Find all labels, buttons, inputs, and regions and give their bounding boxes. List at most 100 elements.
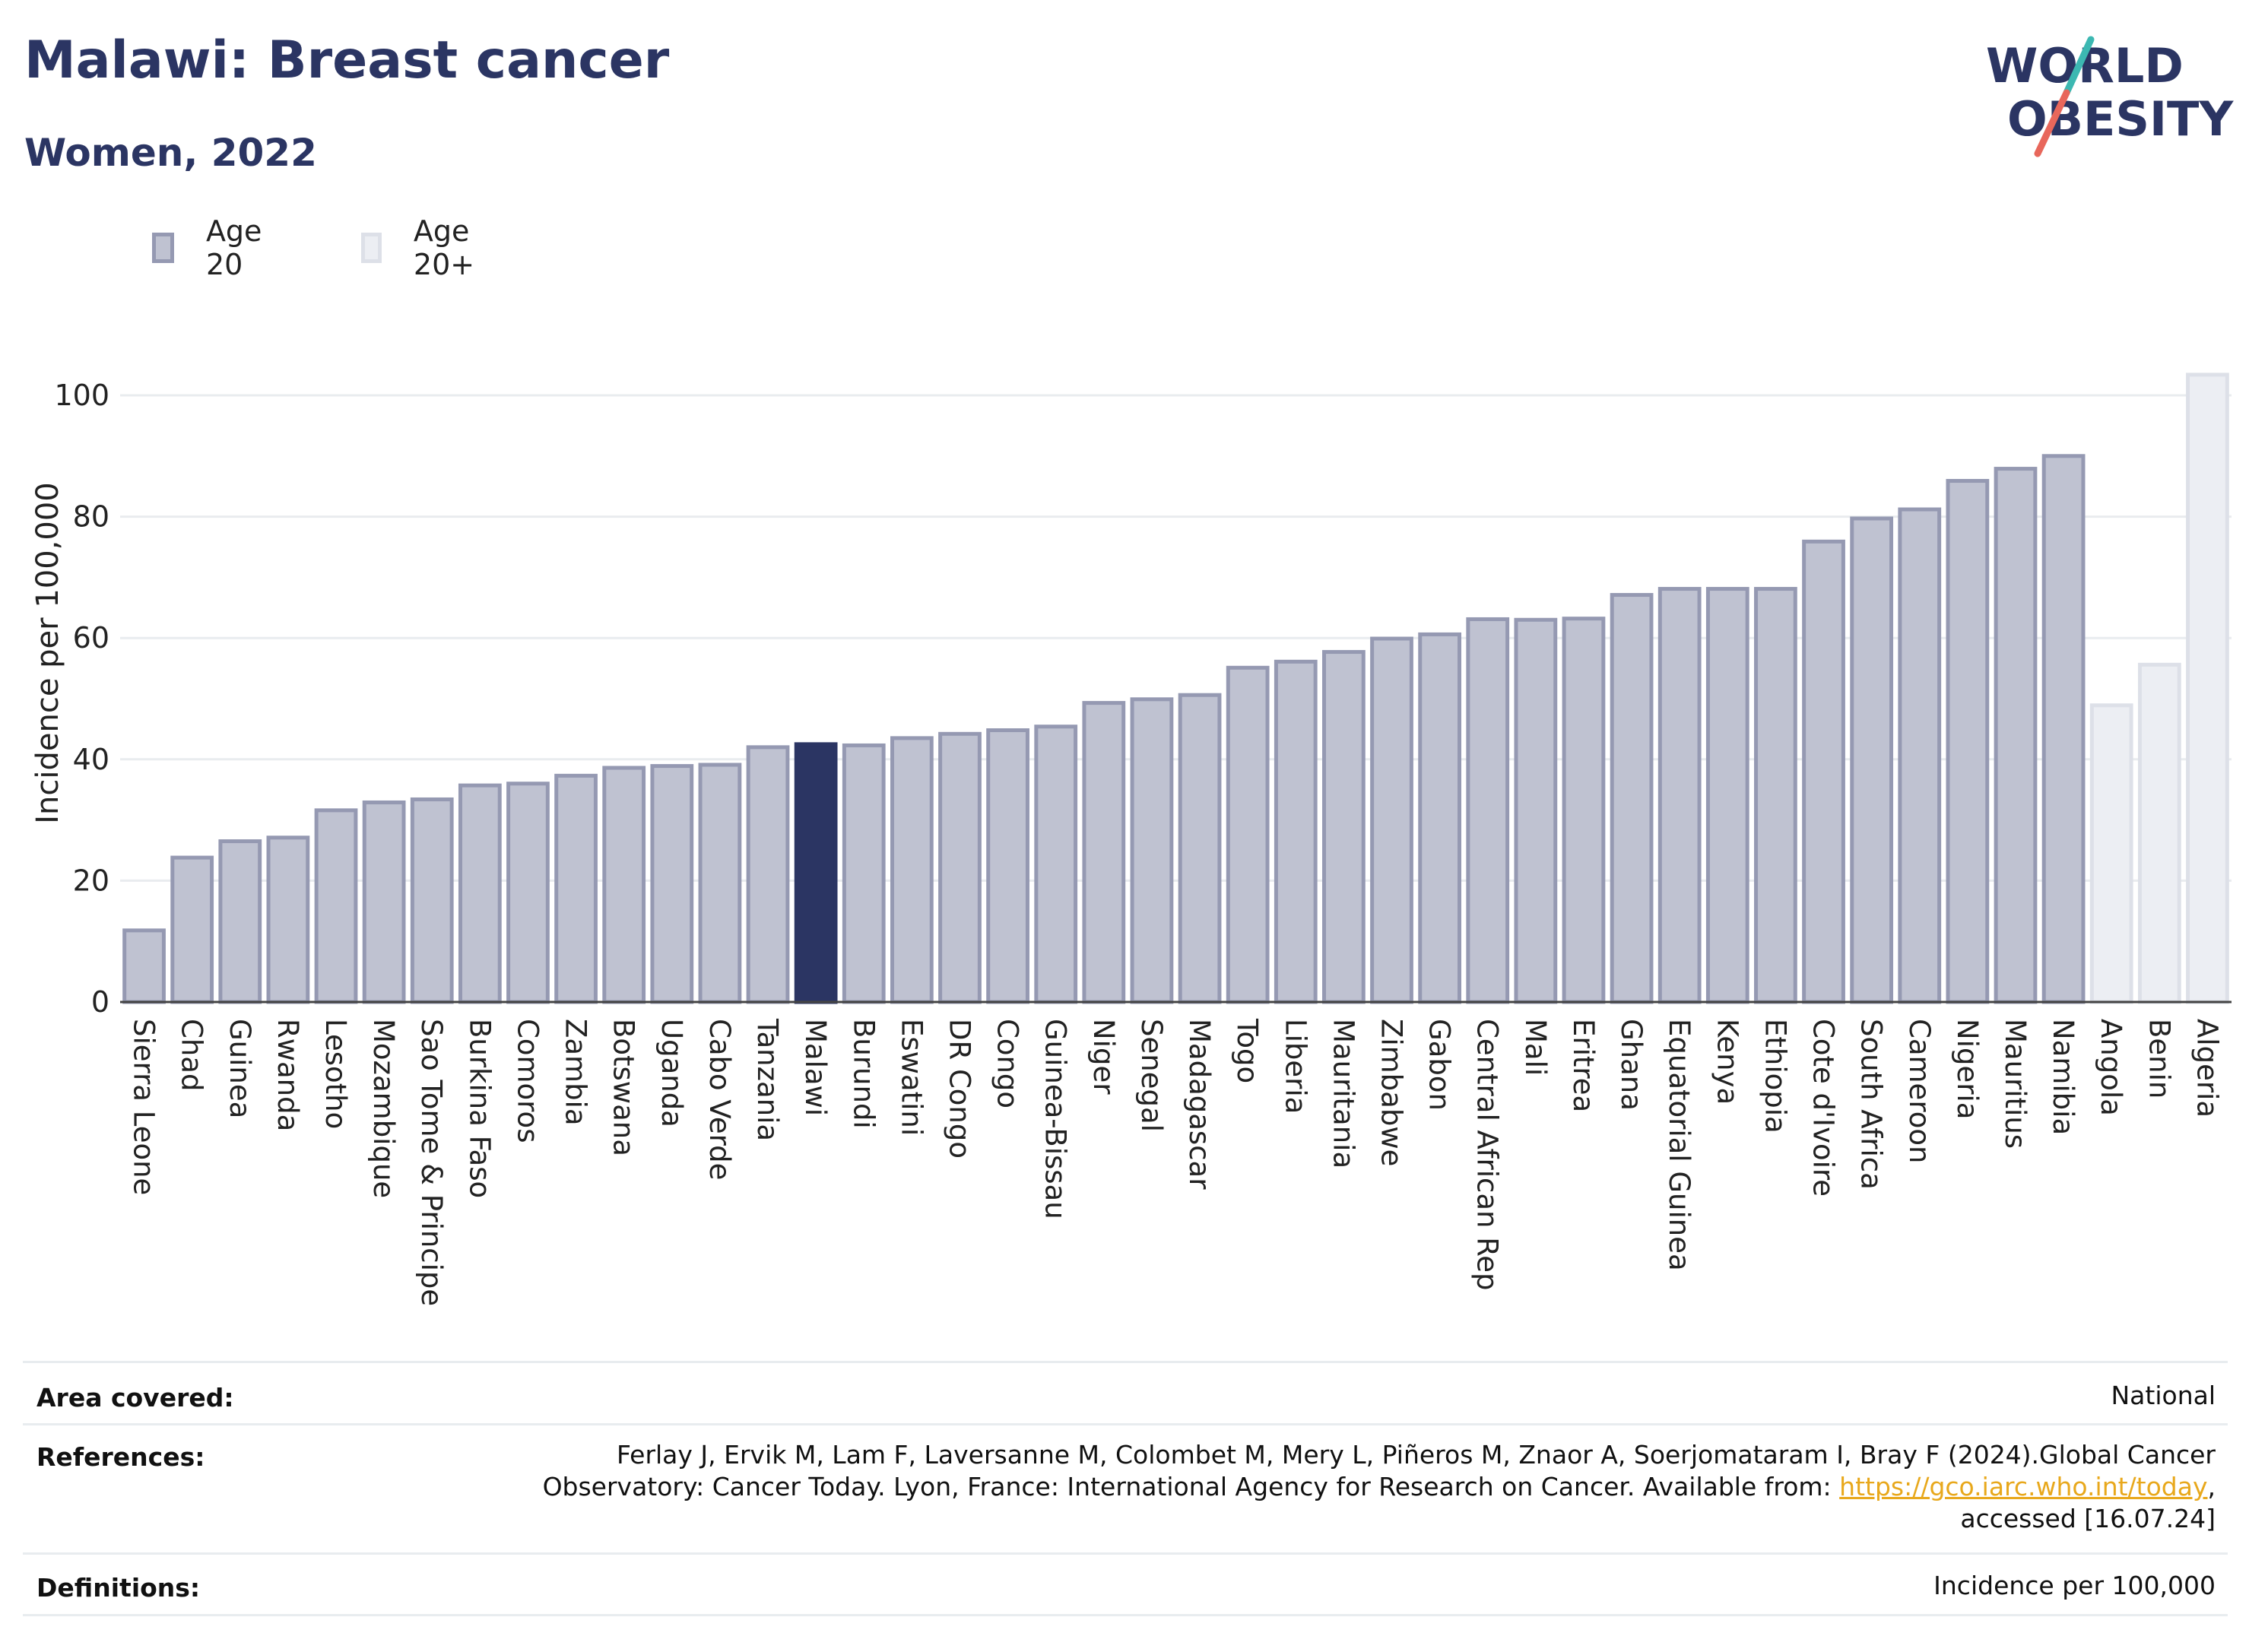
x-tick-label: Cabo Verde <box>703 1019 736 1180</box>
bar <box>2137 662 2181 1004</box>
page-subtitle: Women, 2022 <box>24 131 317 175</box>
references-line-3: accessed [16.07.24] <box>1960 1504 2216 1533</box>
bar <box>122 928 166 1004</box>
bar <box>602 766 646 1004</box>
bar <box>1130 697 1174 1004</box>
x-tick-label: Namibia <box>2047 1019 2079 1135</box>
x-tick-label: Gabon <box>1423 1019 1456 1111</box>
bar <box>2186 373 2229 1004</box>
bar <box>746 745 790 1004</box>
x-tick-label: Rwanda <box>271 1019 304 1131</box>
bar <box>1898 507 1942 1004</box>
x-tick-label: Chad <box>176 1019 208 1091</box>
references-line-1: Ferlay J, Ervik M, Lam F, Laversanne M, … <box>616 1440 2216 1470</box>
bar <box>410 797 454 1004</box>
bar <box>1946 479 1990 1004</box>
bar <box>362 800 406 1004</box>
x-tick-label: Central African Rep <box>1471 1019 1504 1291</box>
y-tick-label: 80 <box>73 500 109 534</box>
bar <box>506 782 550 1004</box>
references-line-2-end: , <box>2207 1472 2216 1501</box>
x-tick-label: Ethiopia <box>1759 1019 1791 1134</box>
logo-slash-teal <box>2063 36 2095 97</box>
y-tick-label: 100 <box>54 379 109 412</box>
x-tick-label: Uganda <box>655 1019 688 1127</box>
page-title: Malawi: Breast cancer <box>24 30 670 90</box>
x-tick-label: Congo <box>991 1019 1024 1108</box>
bar <box>698 763 742 1004</box>
area-covered-label: Area covered: <box>36 1383 234 1413</box>
x-tick-label: Senegal <box>1135 1019 1168 1132</box>
x-tick-label: South Africa <box>1855 1019 1888 1190</box>
bar <box>2041 454 2086 1004</box>
x-tick-label: Togo <box>1231 1018 1264 1083</box>
x-tick-label: Tanzania <box>751 1018 784 1141</box>
x-tick-label: Zambia <box>560 1019 592 1126</box>
x-tick-label: Botswana <box>607 1019 640 1156</box>
legend-label-age-20: Age 20 <box>205 214 262 281</box>
x-tick-label: Guinea <box>224 1019 256 1118</box>
bar <box>1034 725 1078 1004</box>
world-obesity-logo: WORLD OBESITY <box>1986 36 2234 157</box>
x-tick-label: Lesotho <box>319 1019 352 1129</box>
references-line-2-text: Observatory: Cancer Today. Lyon, France:… <box>542 1472 1840 1501</box>
bar <box>1322 650 1366 1004</box>
bar <box>1274 659 1318 1004</box>
area-covered-value: National <box>2111 1381 2216 1410</box>
bar <box>218 839 262 1004</box>
x-tick-label: Cameroon <box>1903 1019 1936 1163</box>
x-tick-label: Liberia <box>1279 1019 1312 1114</box>
x-tick-label: Eritrea <box>1567 1019 1600 1112</box>
x-tick-label: Guinea-Bissau <box>1039 1019 1072 1219</box>
bar <box>1754 587 1797 1004</box>
bar <box>314 808 358 1004</box>
references-line-2: Observatory: Cancer Today. Lyon, France:… <box>315 1471 2216 1503</box>
logo-slash-coral <box>2034 89 2070 157</box>
x-tick-label: Comoros <box>511 1019 544 1143</box>
bar <box>1226 665 1270 1004</box>
x-tick-label: Equatorial Guinea <box>1663 1019 1695 1271</box>
x-tick-label: Algeria <box>2190 1019 2223 1118</box>
x-tick-label: Nigeria <box>1951 1019 1984 1119</box>
x-tick-label: Kenya <box>1711 1019 1743 1105</box>
x-tick-label: Ghana <box>1615 1019 1648 1111</box>
bar <box>554 773 598 1004</box>
footer-row-definitions: Definitions: Incidence per 100,000 <box>23 1552 2228 1616</box>
footer-row-references: References: Ferlay J, Ervik M, Lam F, La… <box>23 1423 2228 1552</box>
bar <box>1418 632 1462 1004</box>
references-text: Ferlay J, Ervik M, Lam F, Laversanne M, … <box>315 1439 2216 1535</box>
y-axis-label: Incidence per 100,000 <box>30 482 65 824</box>
bar <box>1370 636 1413 1004</box>
bar <box>1705 587 1749 1004</box>
legend-swatch-age-20-plus <box>361 233 382 263</box>
x-tick-label: Zimbabwe <box>1375 1019 1408 1166</box>
legend-item-age-20[interactable]: Age 20 <box>152 214 271 281</box>
x-tick-label: Mauritius <box>1999 1019 2032 1149</box>
bar <box>842 743 886 1004</box>
x-tick-label: Eswatini <box>895 1019 928 1136</box>
definitions-value: Incidence per 100,000 <box>1933 1571 2216 1600</box>
y-tick-label: 0 <box>91 985 109 1019</box>
references-link[interactable]: https://gco.iarc.who.int/today <box>1839 1472 2208 1501</box>
x-tick-label: Mozambique <box>367 1019 400 1198</box>
bar <box>986 728 1029 1004</box>
legend-item-age-20-plus[interactable]: Age 20+ <box>361 214 484 281</box>
bar <box>938 731 982 1004</box>
x-tick-label: Mali <box>1519 1019 1552 1076</box>
x-tick-label: Sao Tome & Principe <box>415 1019 448 1306</box>
x-tick-label: DR Congo <box>943 1019 975 1159</box>
bar <box>266 836 310 1004</box>
legend-label-age-20-plus: Age 20+ <box>413 214 475 281</box>
bar <box>1466 617 1510 1004</box>
y-tick-label: 60 <box>73 621 109 655</box>
bar <box>170 855 214 1004</box>
bar <box>794 742 838 1004</box>
x-tick-label: Niger <box>1087 1019 1120 1095</box>
x-tick-label: Madagascar <box>1183 1019 1216 1190</box>
bar <box>1994 467 2038 1004</box>
x-tick-label: Benin <box>2143 1019 2175 1099</box>
x-tick-label: Angola <box>2095 1019 2127 1116</box>
y-tick-label: 40 <box>73 743 109 776</box>
bar <box>650 764 694 1004</box>
x-tick-label: Malawi <box>799 1019 832 1116</box>
